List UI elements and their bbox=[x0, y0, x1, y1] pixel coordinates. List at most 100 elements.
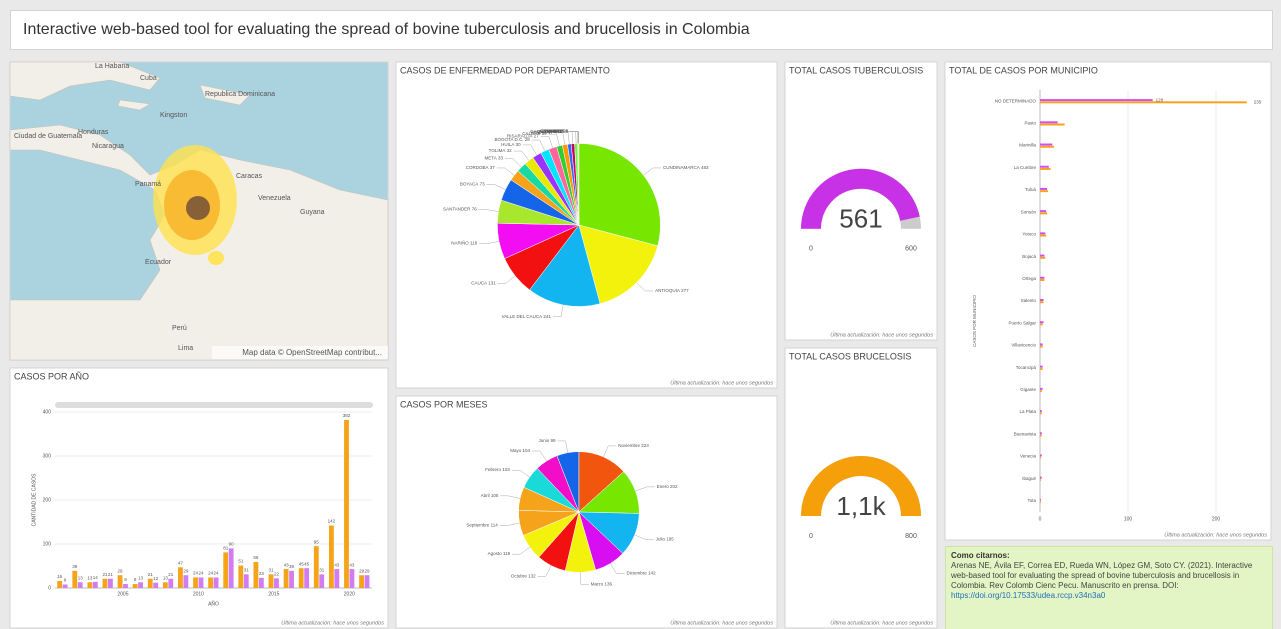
data-label: 59 bbox=[253, 555, 259, 560]
bar bbox=[334, 569, 339, 588]
panel-title: CASOS POR MESES bbox=[400, 399, 488, 409]
y-tick-label: Puerto Salgar bbox=[1008, 320, 1036, 325]
bar bbox=[1040, 299, 1044, 301]
bar bbox=[178, 567, 183, 588]
bar bbox=[1040, 255, 1044, 257]
gauge-number: 1,1k bbox=[836, 491, 886, 521]
bar bbox=[254, 562, 259, 588]
slice-label: Octubre 132 bbox=[511, 573, 536, 578]
slice-category: NARIÑO bbox=[451, 240, 469, 246]
slice-category: CUNDINAMARCA bbox=[663, 165, 700, 170]
bar bbox=[1040, 366, 1043, 368]
place-label: Kingston bbox=[160, 112, 187, 119]
place-label: Panamá bbox=[135, 181, 161, 188]
range-slider[interactable] bbox=[55, 402, 373, 408]
slice-category: Noviembre bbox=[618, 443, 640, 448]
data-label: 21 bbox=[168, 572, 174, 577]
data-label: 39 bbox=[289, 564, 295, 569]
data-label: 47 bbox=[178, 561, 184, 566]
bar bbox=[118, 575, 123, 588]
panel-title: CASOS POR AÑO bbox=[14, 371, 89, 381]
slice-value: 103 bbox=[502, 467, 510, 472]
slice-label: META 33 bbox=[485, 156, 504, 161]
y-tick-label: Salento bbox=[1021, 298, 1037, 303]
data-label: 31 bbox=[244, 568, 250, 573]
x-axis-title: AÑO bbox=[208, 600, 219, 607]
slice-value: 32 bbox=[507, 148, 513, 153]
slice-label: ANTIOQUIA 277 bbox=[655, 288, 689, 293]
slice-label: CAUCA 131 bbox=[471, 280, 496, 285]
gauge-min: 0 bbox=[809, 533, 813, 540]
bar bbox=[269, 574, 274, 588]
bar bbox=[1040, 166, 1049, 168]
slice-category: VALLE DEL CAUCA bbox=[502, 314, 543, 319]
y-tick-label: Tuluá bbox=[1025, 187, 1037, 192]
last-updated: Última actualización: hace unos segundos bbox=[281, 619, 384, 626]
panel-title: TOTAL DE CASOS POR MUNICIPIO bbox=[949, 65, 1098, 75]
slice-label: Julio 195 bbox=[656, 537, 675, 542]
dashboard-canvas: La Habana Cuba Republica Dominicana King… bbox=[0, 0, 1281, 629]
data-label: 12 bbox=[153, 576, 159, 581]
data-label: 29 bbox=[118, 568, 124, 573]
slice-value: 131 bbox=[488, 280, 496, 285]
data-label: 29 bbox=[183, 568, 189, 573]
x-tick-label: 0 bbox=[1039, 516, 1042, 522]
y-tick-label: 400 bbox=[43, 409, 52, 415]
slice-category: ANTIOQUIA bbox=[655, 288, 680, 293]
slice-label: Junio 99 bbox=[538, 438, 556, 443]
bar bbox=[199, 577, 204, 588]
slice-value: 104 bbox=[523, 448, 531, 453]
y-tick-label: Marinilla bbox=[1019, 143, 1036, 148]
bar bbox=[214, 577, 219, 588]
bar bbox=[1040, 388, 1043, 390]
data-label: 14 bbox=[93, 575, 99, 580]
place-label: Venezuela bbox=[258, 195, 291, 202]
bar bbox=[299, 568, 304, 588]
place-label: Ciudad de Guatemala bbox=[14, 133, 82, 140]
slice-category: TOLIMA bbox=[489, 148, 506, 153]
y-tick-label: Pasto bbox=[1024, 121, 1036, 126]
bar bbox=[329, 526, 334, 588]
y-tick-label: NO DETERMINADO bbox=[995, 98, 1037, 103]
slice-value: 277 bbox=[681, 288, 689, 293]
bar bbox=[1040, 210, 1046, 212]
slice-category: Junio bbox=[538, 438, 549, 443]
slice-label: Mayo 104 bbox=[510, 448, 530, 453]
bar bbox=[133, 584, 138, 588]
data-label: 43 bbox=[334, 562, 340, 567]
bar bbox=[350, 569, 355, 588]
x-tick-label: 2010 bbox=[193, 591, 204, 597]
place-label: Lima bbox=[178, 345, 193, 352]
slice-label: TOLIMA 32 bbox=[489, 148, 512, 153]
slice-label: Septiembre 114 bbox=[466, 523, 498, 528]
bar bbox=[1040, 501, 1041, 503]
bar bbox=[1040, 99, 1153, 101]
data-label: 142 bbox=[328, 519, 336, 524]
data-label: 23 bbox=[259, 571, 265, 576]
slice-value: 99 bbox=[551, 438, 557, 443]
panel-title: TOTAL CASOS TUBERCULOSIS bbox=[789, 65, 923, 75]
data-label: 45 bbox=[304, 561, 310, 566]
last-updated: Última actualización: hace unos segundos bbox=[830, 619, 933, 626]
data-label: 24 bbox=[214, 571, 220, 576]
last-updated: Última actualización: hace unos segundos bbox=[670, 619, 773, 626]
slice-category: META bbox=[485, 156, 497, 161]
slice-label: BOYACA 73 bbox=[460, 182, 485, 187]
bar bbox=[1040, 124, 1065, 126]
bar bbox=[1040, 323, 1043, 325]
bar bbox=[193, 577, 198, 588]
bar bbox=[1040, 410, 1042, 412]
data-label: 382 bbox=[343, 413, 351, 418]
citation-link[interactable]: https://doi.org/10.17533/udea.rccp.v34n3… bbox=[951, 591, 1105, 600]
slice-value: 114 bbox=[491, 523, 499, 528]
y-tick-label: Sonsón bbox=[1021, 209, 1037, 214]
bar bbox=[1040, 321, 1044, 323]
slice-value: 30 bbox=[516, 142, 522, 147]
bar bbox=[1040, 434, 1042, 436]
bar bbox=[1040, 144, 1052, 146]
bar bbox=[1040, 477, 1042, 479]
slice-value: 142 bbox=[648, 571, 656, 576]
bar bbox=[148, 579, 153, 588]
slice-label: Agosto 119 bbox=[488, 551, 511, 556]
y-axis-title: CANTIDAD DE CASOS bbox=[31, 473, 37, 526]
